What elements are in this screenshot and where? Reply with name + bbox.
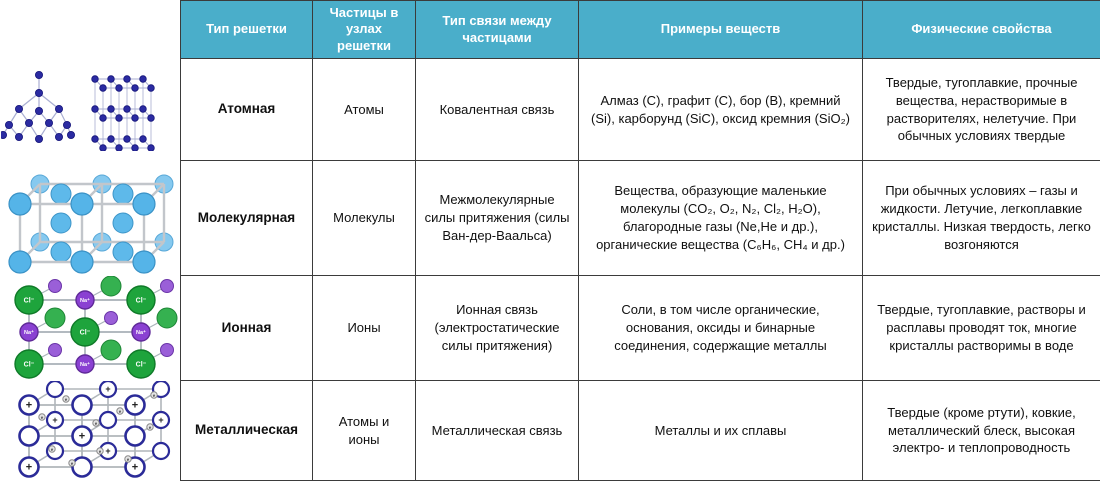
bond-type-cell: Межмолекулярные силы притяжения (силы Ва… (416, 161, 579, 276)
svg-text:Na⁺: Na⁺ (80, 361, 90, 368)
examples-cell: Алмаз (C), графит (C), бор (B), кремний … (579, 59, 863, 161)
table-header-row: Тип решетки Частицы в узлах решетки Тип … (181, 1, 1100, 59)
svg-text:+: + (79, 431, 85, 443)
svg-text:+: + (132, 400, 138, 412)
svg-text:Cl⁻: Cl⁻ (80, 330, 91, 337)
table-row-molecular: Молекулярная Молекулы Межмолекулярные си… (181, 161, 1100, 276)
svg-text:Na⁺: Na⁺ (80, 297, 90, 304)
properties-cell: Твердые (кроме ртути), ковкие, металличе… (863, 381, 1100, 481)
bond-type-cell: Ковалентная связь (416, 59, 579, 161)
svg-text:Cl⁻: Cl⁻ (136, 298, 147, 305)
bond-type-cell: Ионная связь (электростатические силы пр… (416, 276, 579, 381)
header-lattice-type: Тип решетки (181, 1, 313, 59)
ionic-lattice-icon: Cl⁻ Na⁺ Cl⁻ Na⁺ Cl⁻ Na⁺ Cl⁻ Na⁺ Cl⁻ (1, 276, 179, 379)
bond-type-cell: Металлическая связь (416, 381, 579, 481)
header-properties: Физические свойства (863, 1, 1100, 59)
table-row-atomic: Атомная Атомы Ковалентная связь Алмаз (C… (181, 59, 1100, 161)
atomic-lattice-icon (1, 67, 179, 151)
properties-cell: Твердые, тугоплавкие, растворы и расплав… (863, 276, 1100, 381)
particles-cell: Атомы (313, 59, 416, 161)
atomic-lattice-image (0, 58, 180, 160)
ionic-lattice-image: Cl⁻ Na⁺ Cl⁻ Na⁺ Cl⁻ Na⁺ Cl⁻ Na⁺ Cl⁻ (0, 275, 180, 380)
molecular-lattice-image (0, 160, 180, 275)
properties-cell: Твердые, тугоплавкие, прочные вещества, … (863, 59, 1100, 161)
svg-text:Na⁺: Na⁺ (136, 329, 146, 336)
header-particles: Частицы в узлах решетки (313, 1, 416, 59)
lattice-types-table: Тип решетки Частицы в узлах решетки Тип … (180, 0, 1100, 481)
properties-cell: При обычных условиях – газы и жидкости. … (863, 161, 1100, 276)
particles-cell: Молекулы (313, 161, 416, 276)
svg-text:+: + (52, 415, 57, 425)
lattice-type-cell: Ионная (181, 276, 313, 381)
table-row-ionic: Ионная Ионы Ионная связь (электростатиче… (181, 276, 1100, 381)
svg-text:+: + (158, 415, 163, 425)
particles-cell: Атомы и ионы (313, 381, 416, 481)
svg-text:Cl⁻: Cl⁻ (24, 298, 35, 305)
svg-text:+: + (26, 400, 32, 412)
svg-text:Cl⁻: Cl⁻ (24, 362, 35, 369)
svg-text:Na⁺: Na⁺ (24, 329, 34, 336)
molecular-lattice-icon (5, 162, 175, 274)
svg-text:+: + (132, 462, 138, 474)
svg-text:Cl⁻: Cl⁻ (136, 362, 147, 369)
svg-text:+: + (105, 384, 110, 394)
examples-cell: Металлы и их сплавы (579, 381, 863, 481)
header-bond-type: Тип связи между частицами (416, 1, 579, 59)
examples-cell: Вещества, образующие маленькие молекулы … (579, 161, 863, 276)
lattice-type-cell: Молекулярная (181, 161, 313, 276)
lattice-type-cell: Металлическая (181, 381, 313, 481)
particles-cell: Ионы (313, 276, 416, 381)
examples-cell: Соли, в том числе органические, основани… (579, 276, 863, 381)
svg-text:+: + (105, 446, 110, 456)
svg-text:+: + (26, 462, 32, 474)
lattice-type-cell: Атомная (181, 59, 313, 161)
header-examples: Примеры веществ (579, 1, 863, 59)
table-row-metallic: Металлическая Атомы и ионы Металлическая… (181, 381, 1100, 481)
